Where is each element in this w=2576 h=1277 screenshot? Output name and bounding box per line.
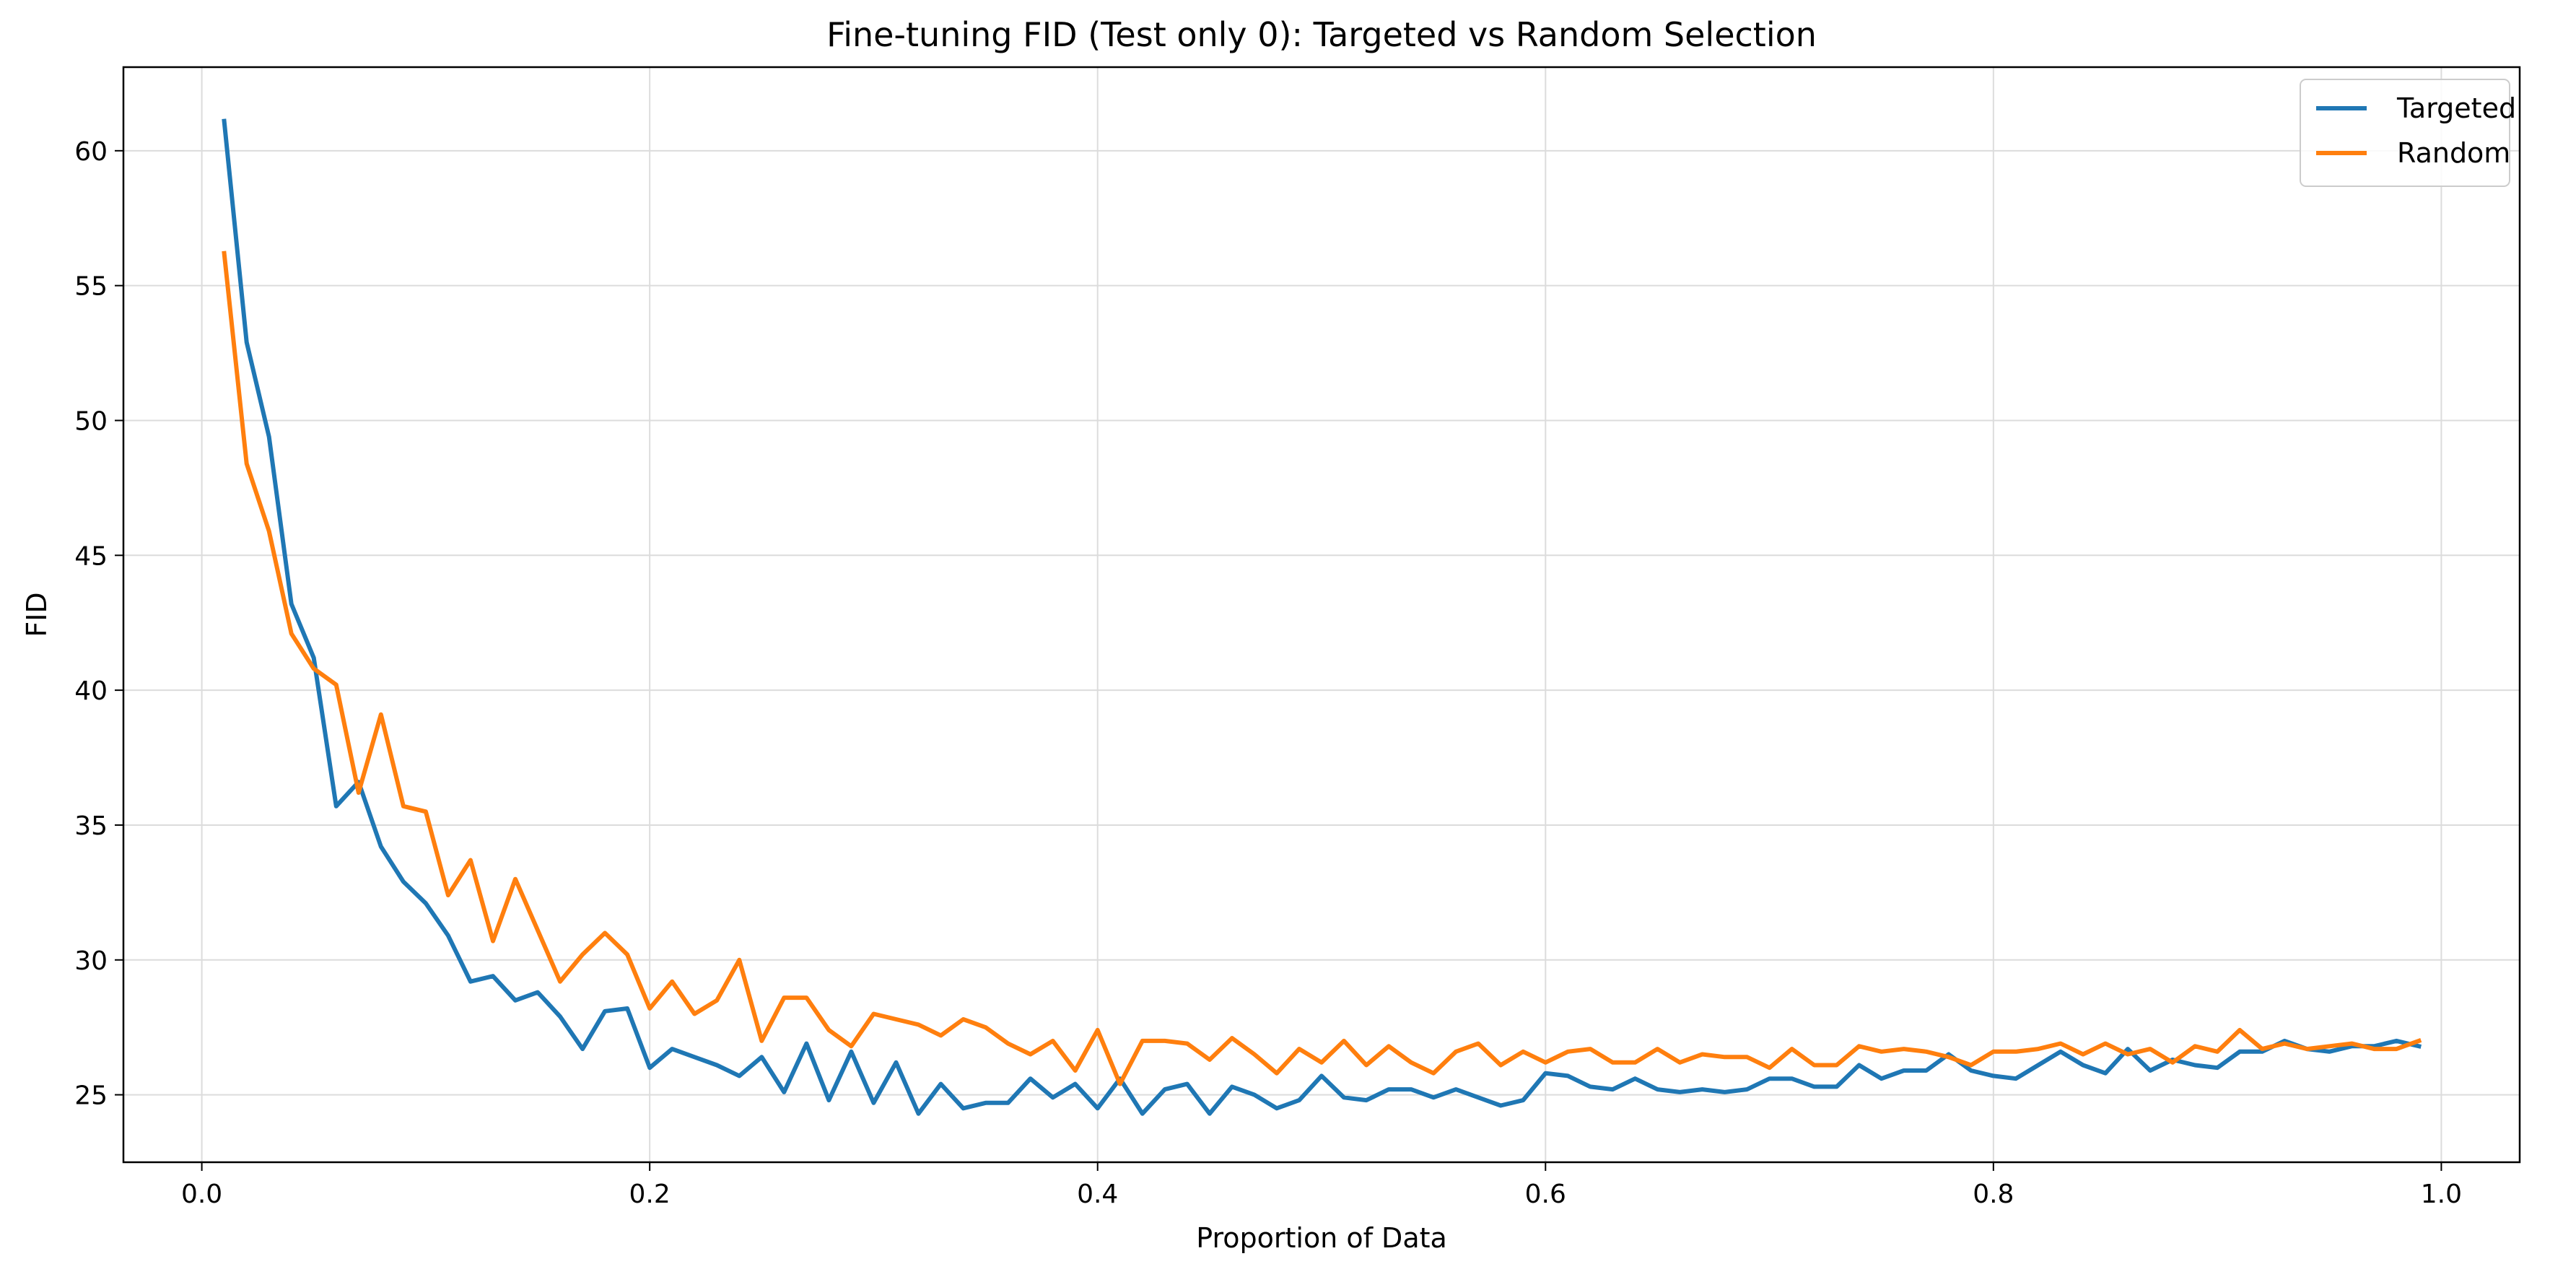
- x-tick-label: 1.0: [2421, 1180, 2462, 1209]
- y-tick-label: 35: [74, 811, 108, 841]
- y-tick-label: 30: [74, 946, 108, 976]
- y-axis-label: FID: [21, 592, 53, 637]
- plot-frame: [122, 66, 2521, 1164]
- axis-ticks: 0.0 0.2 0.4 0.6 0.8 1.0 25 30 35 40 45 50 55 60: [74, 137, 2462, 1209]
- x-tick-label: 0.6: [1525, 1180, 1566, 1209]
- x-axis-label: Proportion of Data: [1196, 1222, 1447, 1254]
- y-tick-label: 50: [74, 406, 108, 436]
- y-tick-label: 45: [74, 541, 108, 571]
- chart-title: Fine-tuning FID (Test only 0): Targeted …: [826, 15, 1817, 54]
- y-tick-label: 55: [74, 272, 108, 302]
- x-tick-label: 0.0: [181, 1180, 222, 1209]
- x-tick-label: 0.8: [1973, 1180, 2014, 1209]
- grid: [123, 67, 2520, 1162]
- y-tick-label: 60: [74, 137, 108, 167]
- legend-label: Targeted: [2396, 92, 2516, 124]
- series-line-random: [222, 250, 2422, 1086]
- x-tick-label: 0.2: [629, 1180, 671, 1209]
- legend-label: Random: [2397, 137, 2510, 169]
- x-tick-label: 0.4: [1077, 1180, 1118, 1209]
- legend: Targeted Random: [2300, 79, 2516, 187]
- y-tick-label: 40: [74, 676, 108, 706]
- series-lines: [222, 118, 2422, 1116]
- y-tick-label: 25: [74, 1081, 108, 1111]
- series-line-targeted: [222, 118, 2422, 1116]
